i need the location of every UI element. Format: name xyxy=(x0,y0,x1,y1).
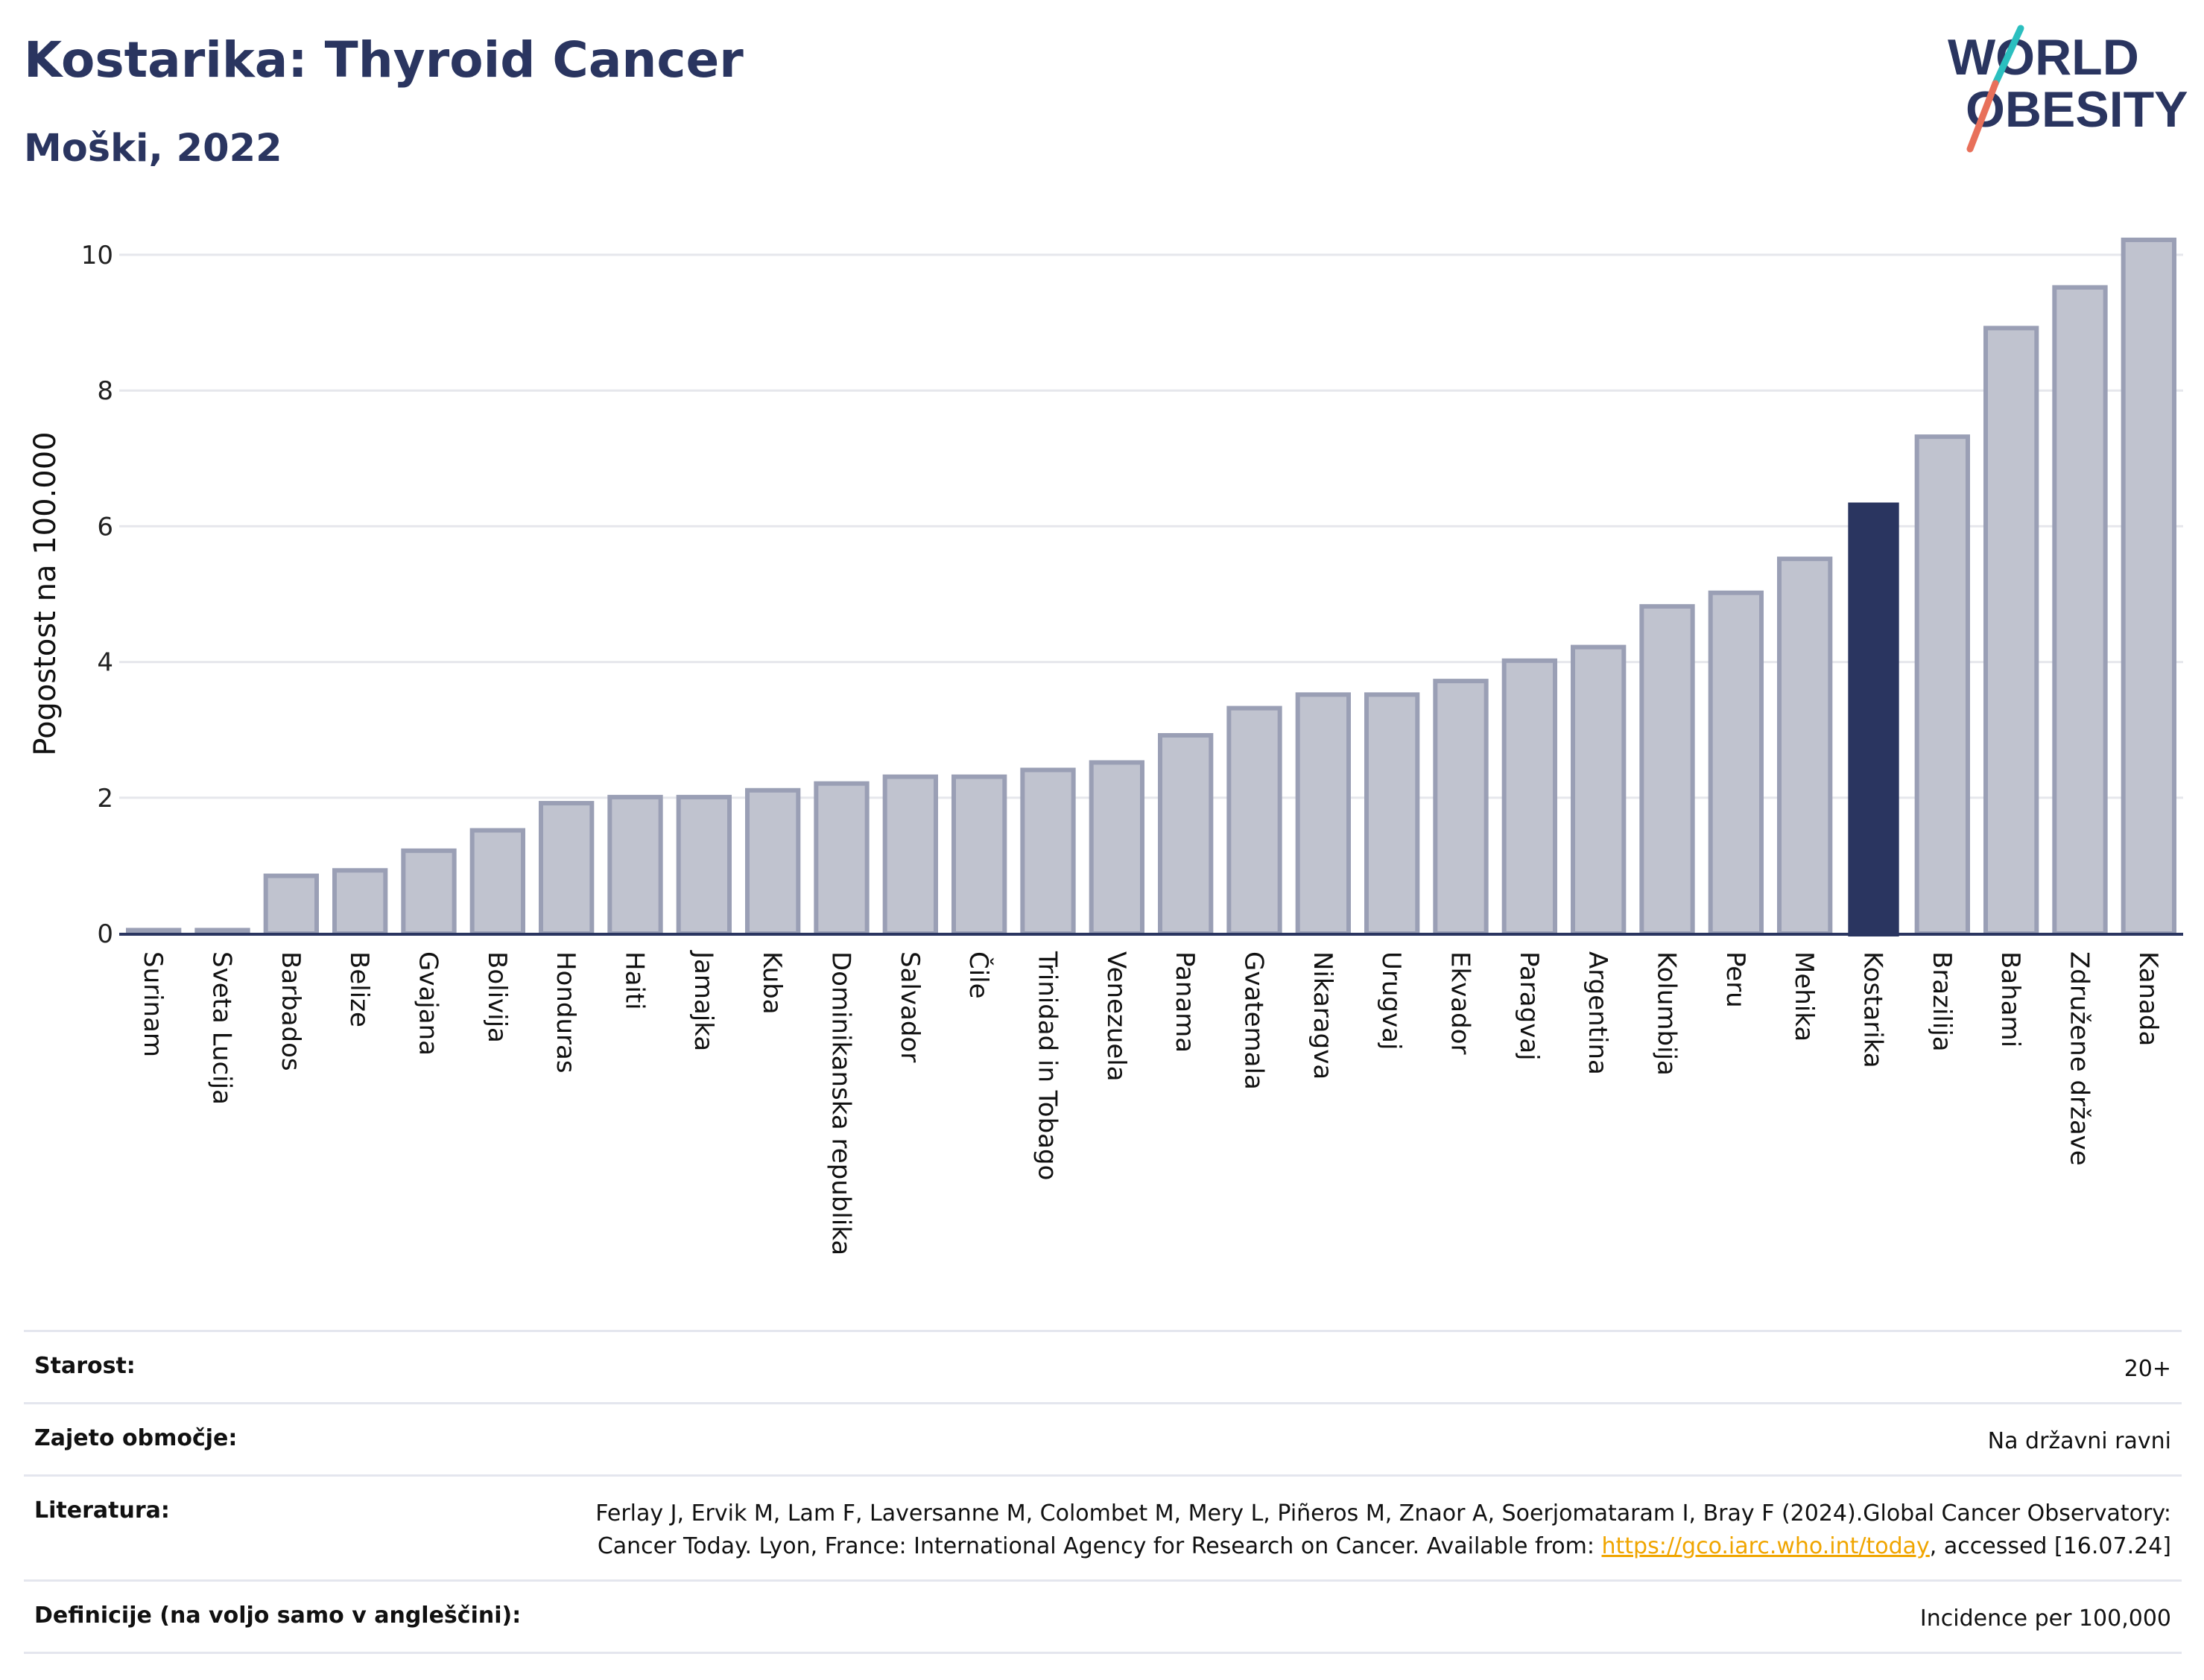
y-tick-label: 8 xyxy=(97,376,113,406)
literature-text: Ferlay J, Ervik M, Lam F, Laversanne M, … xyxy=(595,1500,2171,1559)
bar xyxy=(1639,603,1695,936)
bar xyxy=(1914,434,1970,936)
x-tick-label: Kuba xyxy=(757,951,787,1015)
bar xyxy=(814,781,870,936)
bar xyxy=(1983,326,2039,936)
bars xyxy=(126,237,2176,936)
page-title: Kostarika: Thyroid Cancer xyxy=(24,31,744,89)
bar-highlight xyxy=(1848,502,1899,936)
page-subtitle: Moški, 2022 xyxy=(24,127,282,171)
x-tick-label: Jamajka xyxy=(688,950,718,1051)
logo-slash-red xyxy=(1966,80,1999,153)
meta-label-age: Starost: xyxy=(34,1353,136,1379)
x-tick-label: Sveta Lucija xyxy=(207,951,237,1105)
x-tick-label: Surinam xyxy=(138,951,168,1057)
logo-slash-teal xyxy=(1992,25,2024,87)
y-tick-label: 0 xyxy=(97,919,113,949)
x-tick-label: Združene države xyxy=(2065,951,2094,1166)
x-tick-label: Salvador xyxy=(895,951,925,1062)
literature-link[interactable]: https://gco.iarc.who.int/today xyxy=(1601,1533,1930,1559)
bar xyxy=(882,774,938,936)
bar xyxy=(1433,679,1489,936)
bar xyxy=(745,787,801,936)
meta-row-literature: Literatura: Ferlay J, Ervik M, Lam F, La… xyxy=(24,1474,2182,1579)
x-tick-label: Mehika xyxy=(1789,951,1819,1042)
bar xyxy=(951,774,1007,936)
bar xyxy=(1501,658,1557,936)
x-tick-label: Venezuela xyxy=(1101,951,1131,1082)
x-tick-label: Gvatemala xyxy=(1239,951,1269,1090)
x-tick-label: Ekvador xyxy=(1445,951,1475,1055)
y-tick-label: 6 xyxy=(97,512,113,542)
x-tick-label: Paragvaj xyxy=(1514,951,1544,1061)
meta-label-coverage: Zajeto območje: xyxy=(34,1425,238,1451)
bar xyxy=(263,873,319,936)
bar-chart: 0 2 4 6 8 10 Surinam Sveta Lucija Barbados Beliz… xyxy=(28,237,2183,1255)
meta-value-age: 20+ xyxy=(2124,1356,2171,1382)
logo-line-1: WORLD xyxy=(1948,29,2139,86)
x-tick-label: Kostarika xyxy=(1858,951,1888,1068)
x-tick-label: Urugvaj xyxy=(1376,951,1406,1050)
x-tick-label: Čile xyxy=(963,951,994,999)
literature-accessed: , accessed [16.07.24] xyxy=(1929,1533,2171,1559)
bar xyxy=(1295,692,1351,936)
x-tick-label: Argentina xyxy=(1583,951,1612,1075)
x-tick-label: Panama xyxy=(1170,951,1200,1053)
meta-value-definitions: Incidence per 100,000 xyxy=(1919,1605,2171,1632)
x-tick-label: Bahami xyxy=(1995,951,2025,1047)
x-axis-ticks: Surinam Sveta Lucija Barbados Belize Gvajana… xyxy=(138,950,2163,1255)
meta-row-definitions: Definicije (na voljo samo v angleščini):… xyxy=(24,1579,2182,1654)
y-axis-title: Pogostost na 100.000 xyxy=(28,431,63,755)
x-tick-label: Gvajana xyxy=(414,951,443,1056)
x-tick-label: Kolumbija xyxy=(1652,951,1682,1076)
bar xyxy=(1708,590,1764,936)
bar xyxy=(2052,285,2108,936)
meta-row-coverage: Zajeto območje: Na državni ravni xyxy=(24,1402,2182,1474)
bar xyxy=(1020,767,1076,936)
world-obesity-logo: WORLD OBESITY xyxy=(1948,25,2188,153)
meta-value-literature: Ferlay J, Ervik M, Lam F, Laversanne M, … xyxy=(532,1497,2171,1563)
logo-line-2: OBESITY xyxy=(1966,81,2188,138)
grid-lines xyxy=(119,253,2183,799)
x-tick-label: Honduras xyxy=(551,951,580,1074)
x-tick-label: Nikaragva xyxy=(1308,951,1337,1080)
meta-label-definitions: Definicije (na voljo samo v angleščini): xyxy=(34,1603,522,1629)
bar xyxy=(1364,692,1420,936)
y-tick-label: 10 xyxy=(81,241,113,270)
x-tick-label: Kanada xyxy=(2133,951,2163,1046)
x-tick-label: Brazilija xyxy=(1927,951,1957,1052)
x-tick-label: Belize xyxy=(344,951,374,1027)
y-axis-ticks: 0 2 4 6 8 10 xyxy=(81,241,113,949)
y-tick-label: 2 xyxy=(97,784,113,814)
bar xyxy=(1226,706,1282,936)
x-tick-label: Peru xyxy=(1720,951,1750,1008)
meta-row-age: Starost: 20+ xyxy=(24,1330,2182,1402)
bar xyxy=(1571,644,1627,936)
x-tick-label: Haiti xyxy=(620,951,650,1010)
y-tick-label: 4 xyxy=(97,648,113,678)
bar xyxy=(332,868,388,936)
x-tick-label: Trinidad in Tobago xyxy=(1033,951,1063,1180)
bar xyxy=(469,828,525,936)
bar xyxy=(1158,732,1214,936)
bar xyxy=(2121,237,2176,936)
x-tick-label: Barbados xyxy=(276,951,305,1071)
x-tick-label: Dominikanska republika xyxy=(826,951,856,1255)
bar xyxy=(607,794,663,936)
meta-value-coverage: Na državni ravni xyxy=(1987,1428,2171,1454)
bar xyxy=(539,801,595,936)
bar xyxy=(1777,557,1833,936)
bar xyxy=(1089,760,1144,936)
metadata-table: Starost: 20+ Zajeto območje: Na državni … xyxy=(24,1330,2182,1654)
x-tick-label: Bolivija xyxy=(482,951,512,1043)
meta-label-literature: Literatura: xyxy=(34,1497,170,1524)
bar xyxy=(676,794,732,936)
bar xyxy=(401,848,457,936)
